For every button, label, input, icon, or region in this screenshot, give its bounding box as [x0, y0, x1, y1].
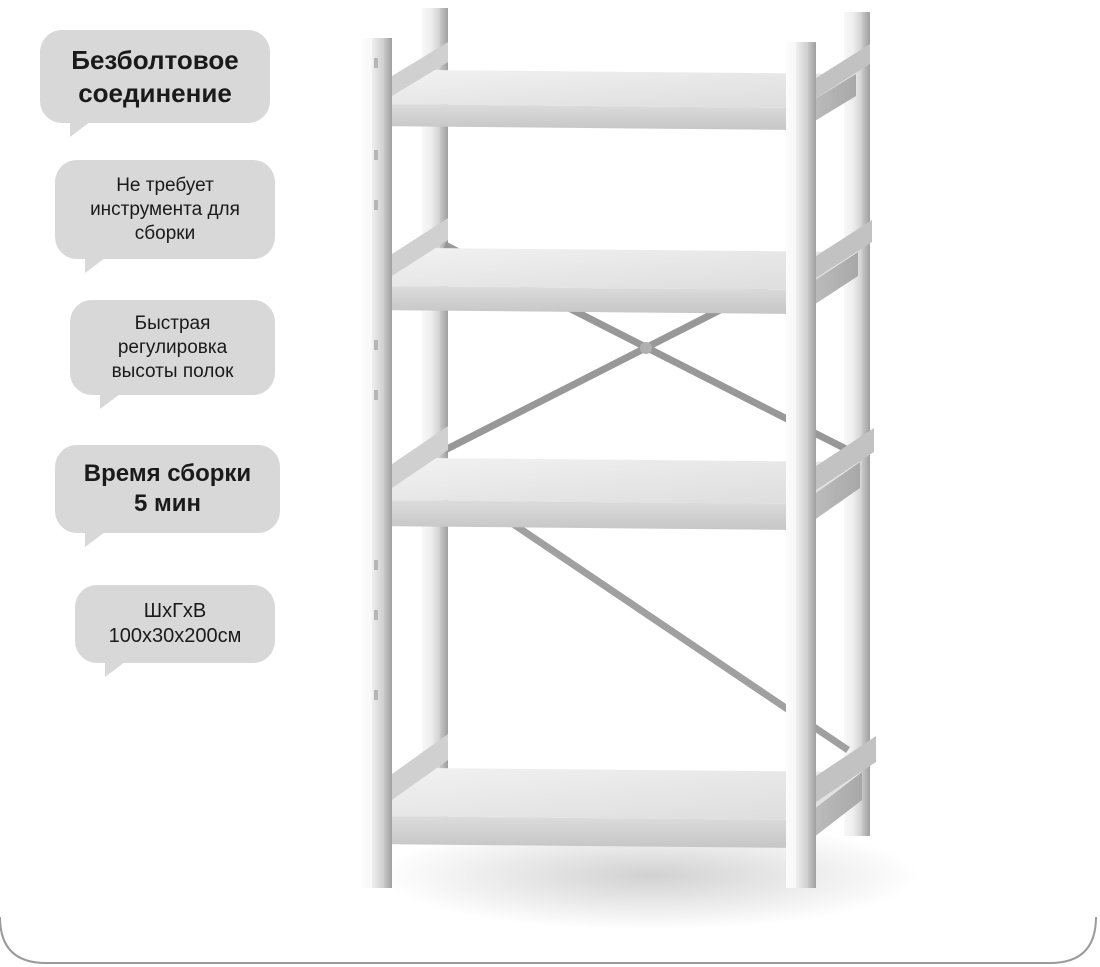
bubble-text: Быстраярегулировкавысоты полок — [112, 313, 234, 382]
shelf-2 — [370, 248, 858, 314]
shelf-rack-illustration — [300, 0, 1080, 950]
bubble-text: Время сборки5 мин — [84, 460, 251, 517]
feature-bubble-adjustable: Быстраярегулировкавысоты полок — [70, 300, 275, 395]
feature-bubble-boltless: Безболтовоесоединение — [40, 30, 270, 123]
bubble-text: Не требуетинструмента длясборки — [90, 175, 240, 244]
feature-bubble-assembly-time: Время сборки5 мин — [55, 445, 280, 533]
feature-bubble-dimensions: ШхГхВ100х30х200см — [75, 585, 275, 663]
post-back-right — [844, 12, 870, 836]
post-front-right — [786, 42, 816, 888]
feature-bubble-no-tools: Не требуетинструмента длясборки — [55, 160, 275, 259]
post-back-left — [422, 8, 448, 838]
shelf-1 — [372, 70, 856, 130]
bubble-text: Безболтовоесоединение — [71, 45, 239, 108]
bubble-text: ШхГхВ100х30х200см — [109, 600, 242, 647]
post-front-left — [362, 38, 392, 888]
